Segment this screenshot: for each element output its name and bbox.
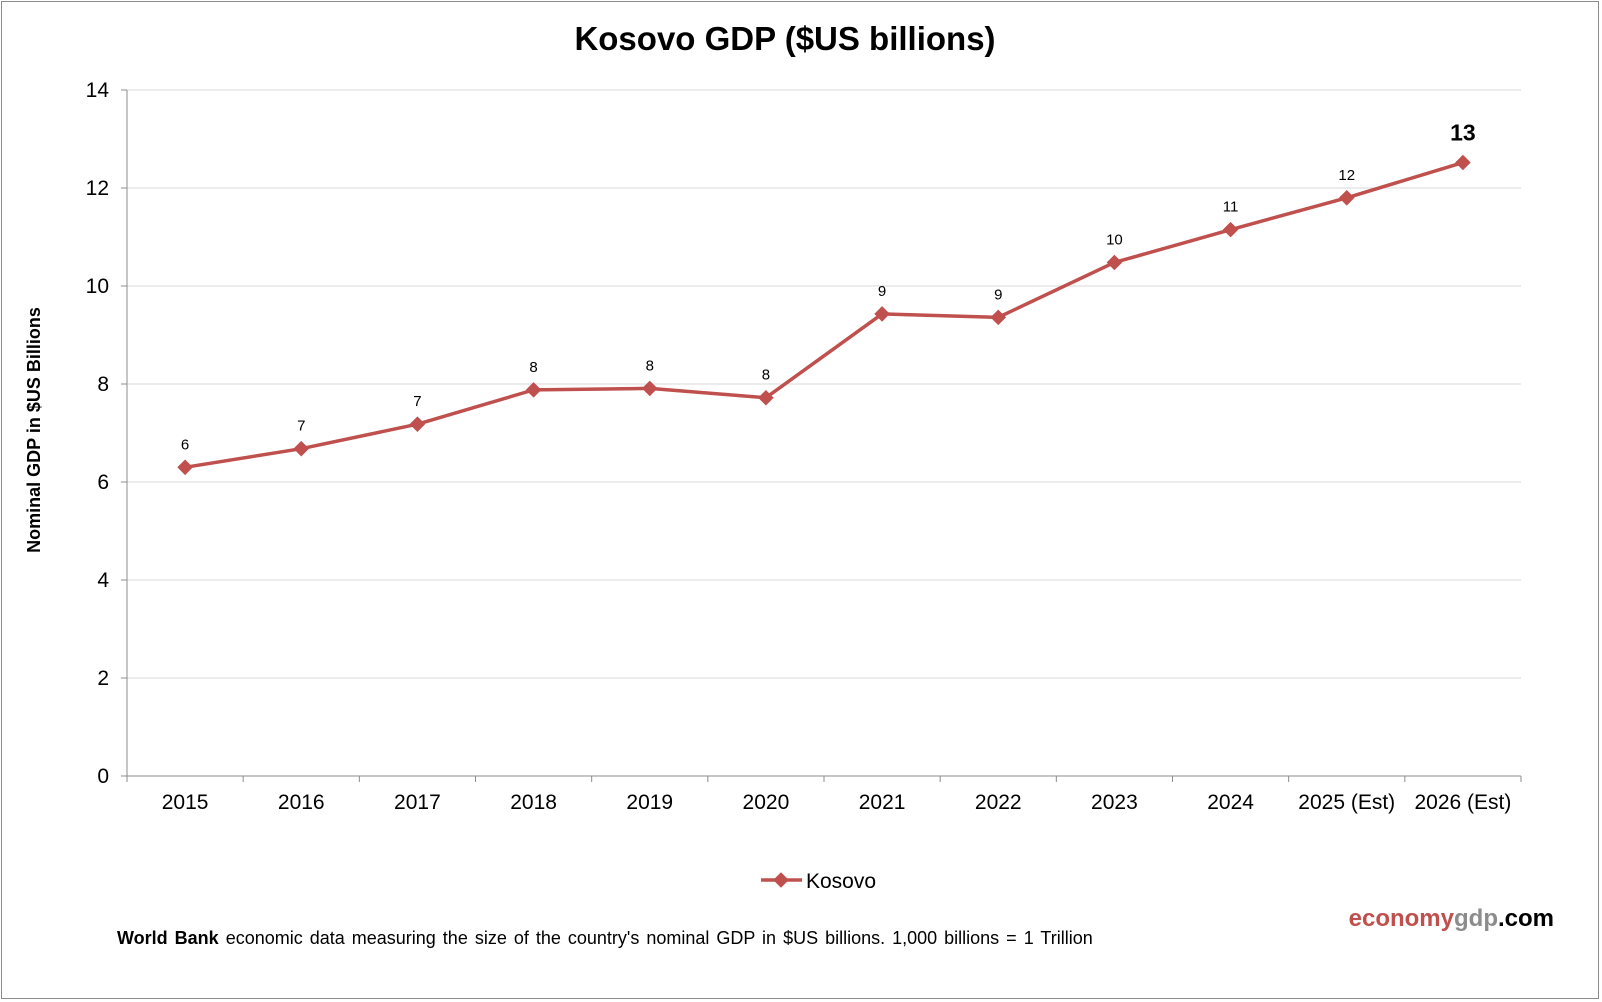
footnote: World Bank economic data measuring the s… (117, 928, 1093, 949)
x-tick-label: 2026 (Est) (1414, 791, 1511, 814)
y-axis-title: Nominal GDP in $US Billions (24, 307, 44, 553)
y-tick-label: 14 (86, 79, 110, 102)
brand-logo: economygdp.com (1349, 905, 1554, 933)
data-label: 8 (529, 359, 537, 376)
series-kosovo (177, 154, 1471, 476)
data-point (409, 416, 426, 432)
y-tick-label: 4 (97, 569, 109, 592)
data-label: 11 (1223, 199, 1239, 216)
axes: 0 2 4 6 8 10 12 14 2015 2016 2017 2018 2019 2020 2021 2… (86, 79, 1522, 814)
data-point (1338, 190, 1355, 206)
brand-part-economy: economy (1348, 905, 1454, 932)
y-tick-label: 6 (97, 471, 109, 494)
y-tick-label: 10 (86, 275, 109, 298)
data-label: 7 (297, 418, 305, 435)
x-tick-label: 2015 (162, 791, 209, 814)
x-tick-label: 2020 (743, 791, 790, 814)
brand-part-gdp: gdp (1454, 905, 1498, 932)
data-label: 9 (994, 286, 1002, 303)
x-tick-label: 2024 (1207, 791, 1254, 814)
data-label: 9 (878, 283, 886, 300)
data-label: 6 (181, 436, 189, 453)
data-label: 10 (1106, 231, 1123, 248)
data-point (293, 440, 310, 457)
data-label: 8 (762, 367, 770, 384)
series-line (184, 160, 1464, 470)
x-tick-label: 2021 (859, 791, 906, 814)
data-label: 7 (413, 393, 421, 410)
x-tick-label: 2019 (626, 791, 673, 814)
data-point (177, 459, 193, 476)
legend: Kosovo (761, 870, 876, 893)
data-point (1455, 154, 1471, 171)
data-label: 12 (1338, 167, 1355, 184)
y-tick-label: 12 (86, 177, 109, 200)
y-tick-label: 0 (97, 765, 109, 788)
y-tick-label: 2 (97, 667, 109, 690)
data-label: 8 (646, 357, 654, 374)
data-point (641, 380, 658, 397)
data-label: 13 (1450, 120, 1476, 146)
x-tick-label: 2025 (Est) (1298, 791, 1395, 814)
data-point (1106, 254, 1123, 271)
y-tick-label: 8 (97, 373, 109, 396)
footnote-text: economic data measuring the size of the … (218, 928, 1093, 948)
chart-title: Kosovo GDP ($US billions) (574, 20, 995, 57)
x-tick-label: 2017 (394, 791, 441, 814)
footnote-source: World Bank (117, 928, 219, 948)
x-tick-label: 2016 (278, 791, 325, 814)
x-tick-label: 2023 (1091, 791, 1138, 814)
data-point (1222, 221, 1239, 238)
brand-part-com: .com (1497, 905, 1554, 932)
data-point (990, 309, 1007, 326)
grid-lines (127, 89, 1521, 679)
legend-marker (773, 872, 789, 888)
legend-label: Kosovo (806, 870, 876, 893)
x-tick-label: 2022 (975, 791, 1022, 814)
data-labels: 6 7 7 8 8 8 9 9 10 11 12 13 (181, 120, 1476, 454)
x-tick-label: 2018 (510, 791, 557, 814)
